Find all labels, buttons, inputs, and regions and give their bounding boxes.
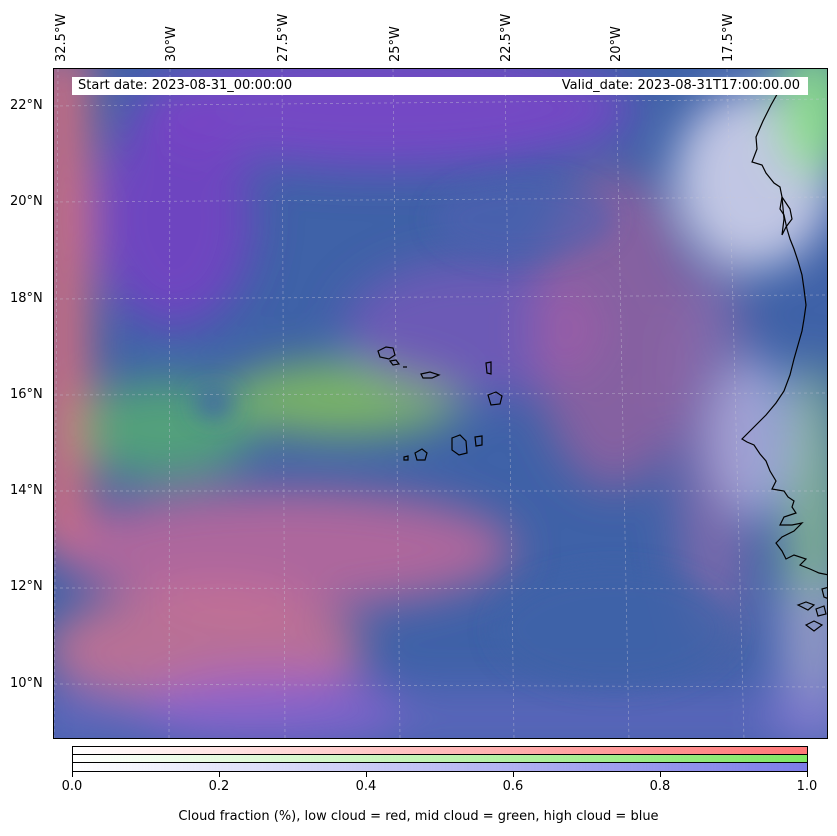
lon-label-30w: 30°W	[164, 26, 179, 62]
lon-label-25w: 25°W	[388, 26, 403, 62]
colorbar-tick-4	[660, 772, 661, 777]
colorbar-tick-1	[219, 772, 220, 777]
colorbar-tick-2	[366, 772, 367, 777]
map-info-banner: Start date: 2023-08-31_00:00:00 Valid_da…	[72, 77, 808, 95]
lon-label-20w: 20°W	[609, 26, 624, 62]
start-date-label: Start date: 2023-08-31_00:00:00	[78, 77, 292, 95]
lat-label-10n: 10°N	[10, 676, 43, 691]
cloud-fraction-map	[53, 68, 828, 739]
colorbar-ticklabel-0: 0.0	[62, 779, 83, 794]
lat-label-12n: 12°N	[10, 579, 43, 594]
colorbar-mid-cloud	[73, 755, 807, 763]
lon-label-17-5w: 17.5°W	[721, 14, 736, 62]
lat-label-18n: 18°N	[10, 291, 43, 306]
map-canvas	[54, 69, 828, 739]
colorbar-ticklabel-2: 0.4	[356, 779, 377, 794]
colorbar-label: Cloud fraction (%), low cloud = red, mid…	[0, 809, 837, 824]
colorbar-tick-3	[513, 772, 514, 777]
colorbar-tick-5	[807, 772, 808, 777]
colorbar-ticklabel-1: 0.2	[209, 779, 230, 794]
lat-label-14n: 14°N	[10, 483, 43, 498]
colorbar	[72, 746, 808, 772]
colorbar-ticklabel-3: 0.6	[503, 779, 524, 794]
lon-label-27-5w: 27.5°W	[276, 14, 291, 62]
colorbar-low-cloud	[73, 747, 807, 755]
valid-date-label: Valid_date: 2023-08-31T17:00:00.00	[562, 77, 800, 95]
colorbar-high-cloud	[73, 763, 807, 771]
lat-label-22n: 22°N	[10, 98, 43, 113]
colorbar-tick-0	[72, 772, 73, 777]
lon-label-22-5w: 22.5°W	[499, 14, 514, 62]
lat-label-16n: 16°N	[10, 387, 43, 402]
colorbar-ticklabel-4: 0.8	[650, 779, 671, 794]
lat-label-20n: 20°N	[10, 194, 43, 209]
lon-label-32-5w: 32.5°W	[54, 14, 69, 62]
colorbar-ticklabel-5: 1.0	[797, 779, 818, 794]
